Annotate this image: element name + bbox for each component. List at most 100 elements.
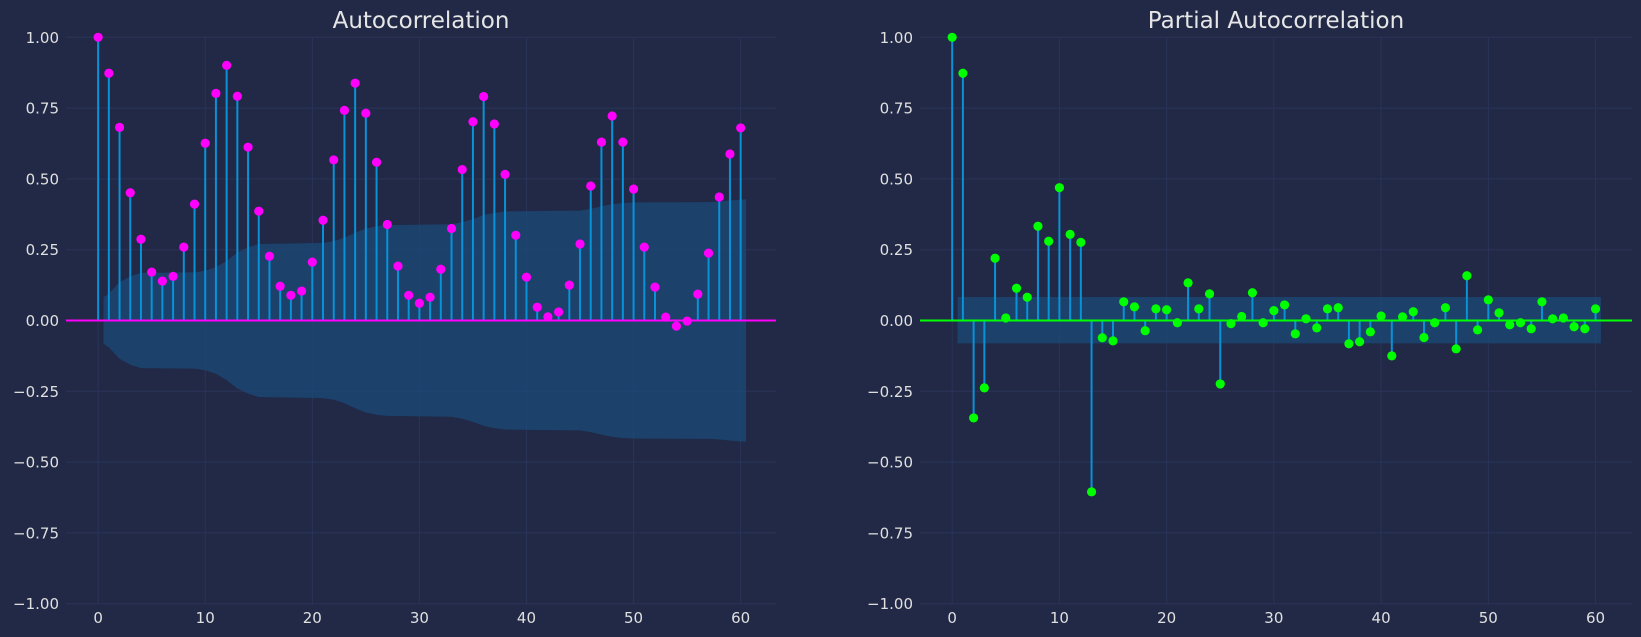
pacf-point [1269, 305, 1279, 316]
pacf-point [1033, 221, 1043, 231]
acf-tick-labels: 1.00 0.75 0.50 0.25 0.00 −0.25 −0.50 −0.75 −1.00… [13, 29, 750, 627]
acf-point [93, 32, 103, 42]
pacf-point [1022, 292, 1032, 302]
acf-xtick-label: 10 [196, 609, 215, 627]
acf-point [479, 91, 489, 102]
pacf-point [1569, 322, 1579, 332]
acf-ytick-label: 0.75 [26, 100, 59, 118]
pacf-point [1397, 312, 1408, 322]
pacf-ytick-label: −0.50 [867, 454, 913, 472]
pacf-point [1151, 304, 1161, 314]
acf-xtick-label: 60 [731, 609, 750, 627]
pacf-point [1247, 288, 1258, 298]
acf-ytick-label: 0.00 [26, 312, 59, 330]
pacf-point [1419, 332, 1429, 343]
acf-point [296, 286, 307, 296]
pacf-point [1387, 351, 1397, 361]
acf-point [104, 68, 114, 78]
pacf-xtick-label: 20 [1157, 609, 1176, 627]
acf-point [736, 123, 746, 133]
acf-xtick-label: 0 [93, 609, 103, 627]
pacf-point [1054, 183, 1064, 193]
pacf-point [1440, 303, 1451, 313]
pacf-ytick-label: 0.25 [880, 241, 913, 259]
pacf-ytick-label: −1.00 [867, 595, 913, 613]
pacf-point [1494, 308, 1504, 318]
acf-point [339, 105, 350, 115]
pacf-point [979, 383, 989, 393]
pacf-point [1365, 327, 1375, 337]
pacf-point [1162, 305, 1172, 315]
pacf-point [1333, 303, 1343, 313]
acf-ytick-label: 0.25 [26, 241, 59, 259]
acf-point [671, 321, 682, 331]
pacf-point [1301, 314, 1311, 324]
pacf-point [1290, 329, 1300, 339]
pacf-point [1344, 339, 1354, 349]
acf-point [543, 312, 553, 322]
pacf-point [958, 68, 968, 78]
pacf-point [1558, 313, 1568, 323]
acf-title: Autocorrelation [333, 8, 510, 34]
acf-point [575, 239, 585, 249]
acf-point [147, 267, 157, 277]
acf-point [232, 91, 242, 101]
acf-point [628, 184, 639, 194]
acf-ytick-label: −1.00 [13, 595, 59, 613]
acf-ytick-label: 1.00 [26, 29, 59, 47]
pacf-xtick-label: 10 [1050, 609, 1069, 627]
acf-point [446, 223, 457, 234]
pacf-point [1312, 323, 1322, 333]
pacf-xtick-label: 0 [947, 609, 957, 627]
acf-point [511, 230, 521, 240]
pacf-ytick-label: 0.00 [880, 312, 913, 330]
acf-ytick-label: −0.25 [13, 383, 59, 401]
pacf-point [1172, 318, 1182, 328]
pacf-ytick-label: −0.25 [867, 383, 913, 401]
acf-xtick-label: 50 [624, 609, 643, 627]
pacf-point [1322, 304, 1333, 314]
pacf-point [1451, 344, 1461, 354]
pacf-point [969, 413, 979, 423]
pacf-panel: 1.00 0.75 0.50 0.25 0.00 −0.25 −0.50 −0.75 −1.00… [867, 8, 1632, 627]
pacf-point [1129, 302, 1140, 312]
pacf-ytick-label: 1.00 [880, 29, 913, 47]
acf-point [200, 138, 210, 148]
acf-point [211, 88, 221, 98]
acf-point [564, 280, 574, 290]
pacf-point [990, 253, 1000, 263]
pacf-ytick-label: −0.75 [867, 524, 913, 542]
acf-point [243, 142, 253, 152]
acf-point [318, 215, 328, 225]
pacf-point [1483, 295, 1493, 305]
pacf-point [1065, 229, 1075, 240]
pacf-point [1011, 283, 1022, 293]
acf-panel: 1.00 0.75 0.50 0.25 0.00 −0.25 −0.50 −0.75 −1.00… [13, 8, 776, 627]
pacf-point [1237, 311, 1247, 322]
pacf-xtick-label: 40 [1372, 609, 1391, 627]
acf-point [189, 199, 200, 209]
pacf-point [1226, 319, 1236, 329]
pacf-markers [947, 32, 1601, 497]
acf-point [489, 119, 499, 129]
pacf-point [1183, 278, 1193, 288]
pacf-tick-labels: 1.00 0.75 0.50 0.25 0.00 −0.25 −0.50 −0.75 −1.00… [867, 29, 1605, 627]
acf-point [500, 169, 510, 179]
pacf-point [1108, 336, 1118, 346]
acf-point [554, 307, 564, 317]
pacf-xtick-label: 60 [1586, 609, 1605, 627]
acf-point [693, 289, 703, 299]
pacf-point [1515, 318, 1526, 328]
acf-point [703, 248, 714, 258]
pacf-xtick-label: 30 [1264, 609, 1283, 627]
acf-stems [97, 37, 742, 327]
pacf-point [1355, 337, 1365, 347]
acf-point [157, 276, 167, 286]
acf-point [275, 281, 285, 291]
pacf-point [1086, 487, 1097, 497]
pacf-point [1044, 236, 1054, 246]
pacf-point [1204, 289, 1215, 299]
acf-point [222, 60, 232, 70]
acf-point [168, 271, 178, 281]
